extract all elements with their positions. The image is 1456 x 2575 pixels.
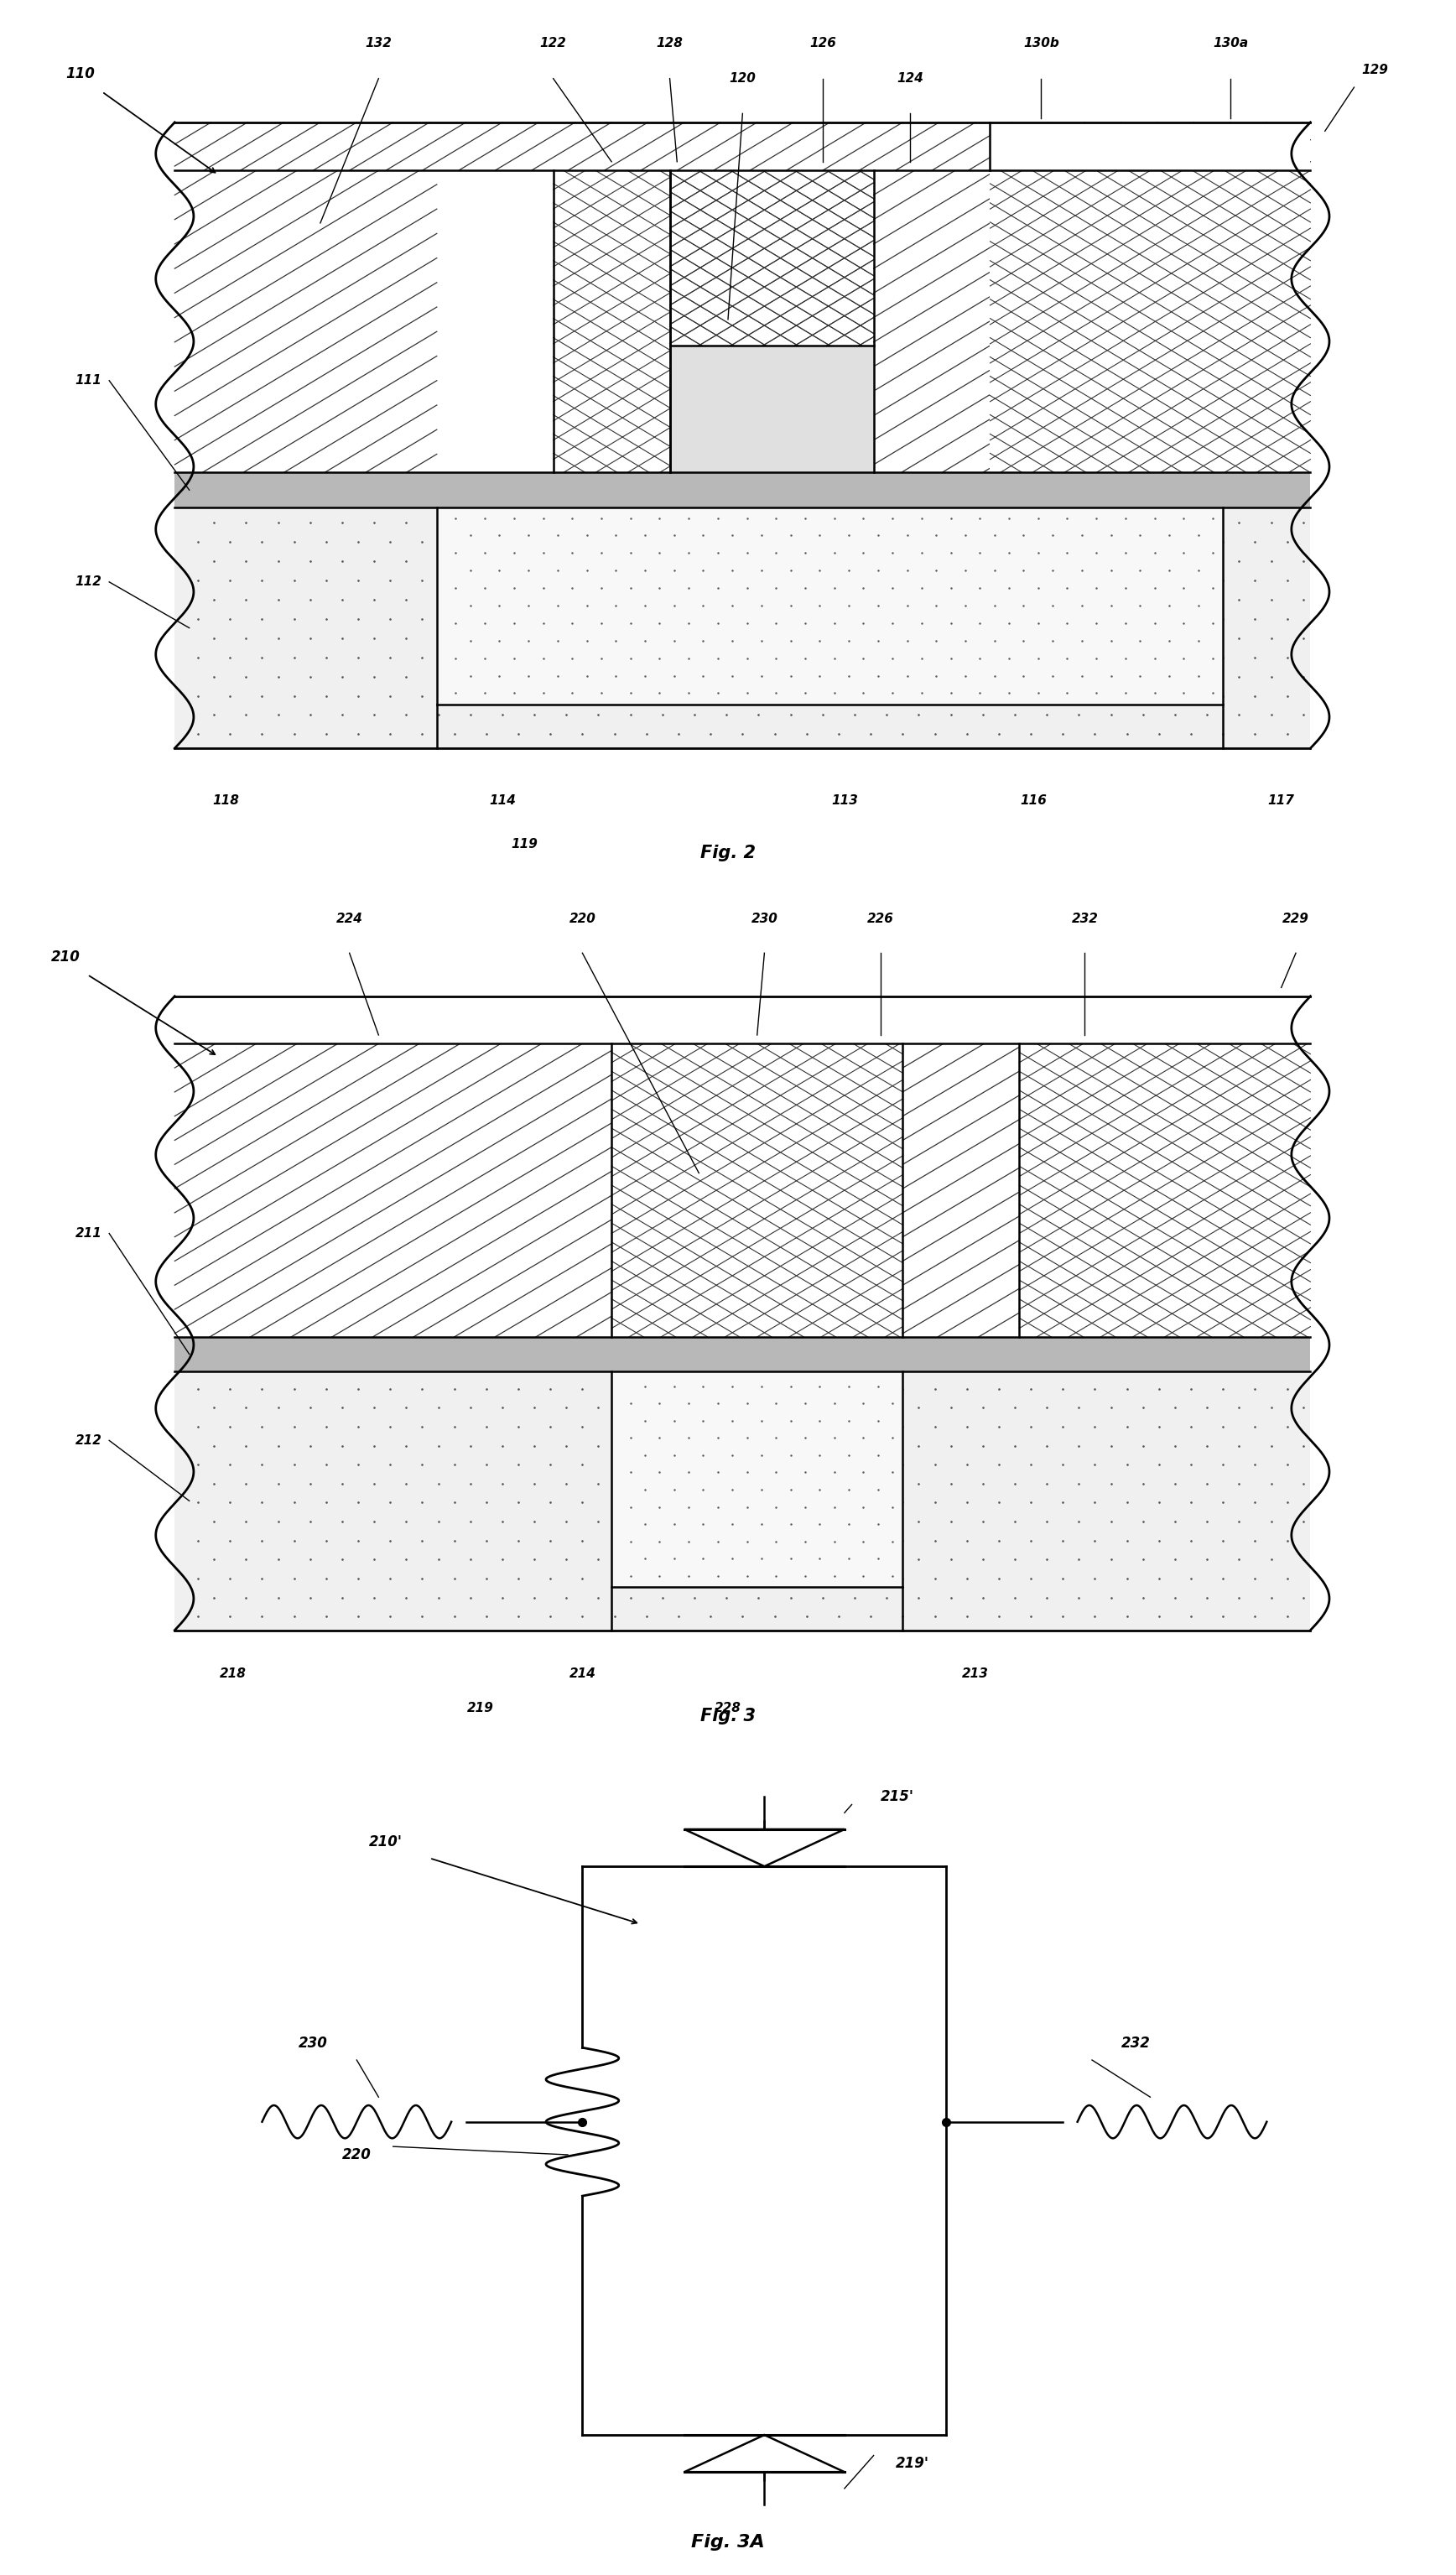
- Text: 210': 210': [368, 1833, 403, 1849]
- Bar: [670, 170, 874, 345]
- Text: 214: 214: [569, 1666, 596, 1679]
- Text: 110: 110: [66, 67, 95, 82]
- Text: 130a: 130a: [1213, 36, 1248, 49]
- Text: 120: 120: [729, 72, 756, 85]
- Text: 128: 128: [657, 36, 683, 49]
- Bar: [175, 170, 437, 471]
- Text: 232: 232: [1072, 912, 1098, 924]
- Bar: [175, 1372, 1310, 1630]
- Text: Fig. 3: Fig. 3: [700, 1707, 756, 1725]
- Bar: [670, 345, 874, 471]
- Text: 211: 211: [76, 1228, 102, 1239]
- Text: 224: 224: [336, 912, 363, 924]
- Bar: [175, 507, 1310, 749]
- Text: Fig. 2: Fig. 2: [700, 845, 756, 863]
- Bar: [175, 471, 1310, 507]
- Bar: [437, 507, 1223, 706]
- Text: 132: 132: [365, 36, 392, 49]
- Bar: [553, 170, 670, 471]
- Text: 129: 129: [1361, 64, 1388, 77]
- Bar: [175, 1043, 612, 1336]
- Text: 229: 229: [1283, 912, 1309, 924]
- Bar: [612, 1043, 903, 1336]
- Text: 218: 218: [220, 1666, 246, 1679]
- Bar: [874, 170, 990, 471]
- Text: 213: 213: [962, 1666, 989, 1679]
- Bar: [175, 997, 1310, 1630]
- Text: 113: 113: [831, 796, 858, 806]
- Text: 220: 220: [569, 912, 596, 924]
- Text: 117: 117: [1268, 796, 1294, 806]
- Text: 215': 215': [881, 1790, 914, 1805]
- Bar: [990, 121, 1310, 170]
- Text: 116: 116: [1021, 796, 1047, 806]
- Bar: [612, 1372, 903, 1586]
- Polygon shape: [684, 2436, 844, 2472]
- Text: 228: 228: [715, 1702, 741, 1715]
- Text: 130b: 130b: [1024, 36, 1059, 49]
- Text: 122: 122: [540, 36, 566, 49]
- Text: 232: 232: [1121, 2037, 1150, 2052]
- Text: 111: 111: [76, 373, 102, 386]
- Bar: [175, 997, 1310, 1043]
- Text: 118: 118: [213, 796, 239, 806]
- Bar: [175, 1336, 1310, 1372]
- Bar: [1019, 1043, 1310, 1336]
- Text: 210: 210: [51, 950, 80, 966]
- Text: 219': 219': [895, 2457, 929, 2472]
- Bar: [175, 121, 1310, 170]
- Text: 220: 220: [342, 2148, 371, 2163]
- Text: 226: 226: [868, 912, 894, 924]
- Text: 112: 112: [76, 577, 102, 587]
- Polygon shape: [684, 1828, 844, 1867]
- Text: 219: 219: [467, 1702, 494, 1715]
- Text: 230: 230: [298, 2037, 328, 2052]
- Bar: [175, 121, 1310, 749]
- Bar: [903, 1043, 1019, 1336]
- Bar: [990, 170, 1310, 471]
- Text: 124: 124: [897, 72, 923, 85]
- Text: 126: 126: [810, 36, 836, 49]
- Text: 119: 119: [511, 839, 537, 850]
- Text: 114: 114: [489, 796, 515, 806]
- Text: Fig. 3A: Fig. 3A: [692, 2534, 764, 2549]
- Text: 212: 212: [76, 1434, 102, 1447]
- Text: 230: 230: [751, 912, 778, 924]
